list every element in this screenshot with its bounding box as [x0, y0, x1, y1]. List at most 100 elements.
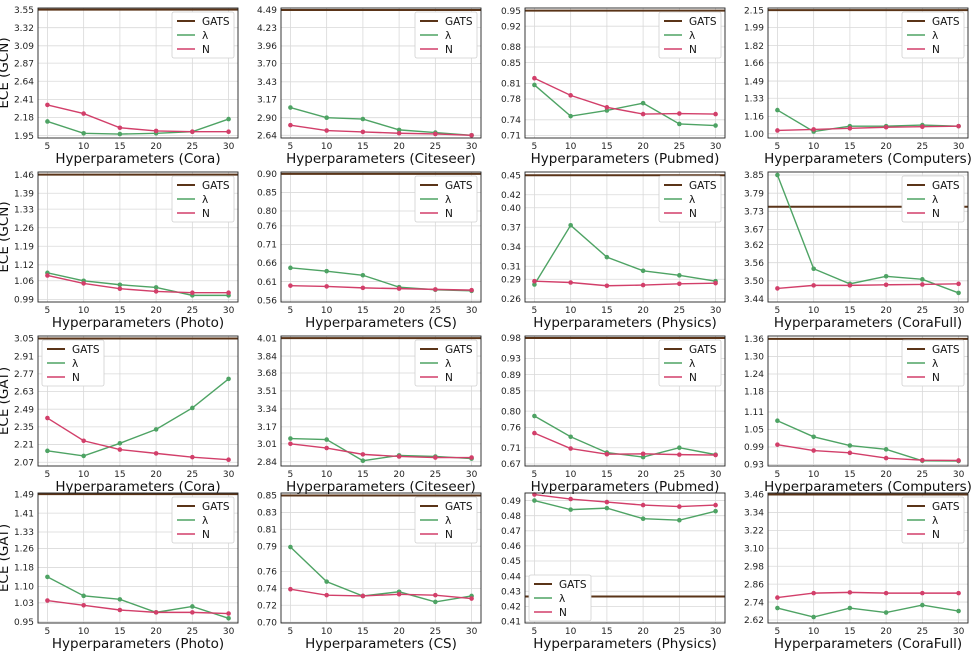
lambda-series-line: [533, 84, 716, 127]
lambda-series-line: [777, 604, 959, 618]
legend-n-label: N: [72, 372, 80, 384]
legend-lambda-label: λ: [202, 515, 208, 527]
n-series-line: [47, 599, 229, 615]
legend-n-label: N: [932, 372, 940, 384]
x-tick-label: 20: [637, 470, 649, 480]
x-tick-label: 20: [150, 627, 162, 637]
n-point: [469, 287, 474, 293]
x-tick-label: 20: [150, 470, 162, 480]
n-point: [604, 105, 610, 110]
n-point: [568, 280, 573, 285]
legend-gats-label: GATS: [932, 344, 960, 356]
legend-lambda-label: λ: [445, 30, 451, 42]
n-point: [324, 128, 329, 133]
x-tick-label: 15: [357, 142, 368, 152]
y-tick-label: 1.05: [744, 426, 764, 436]
plot-frame: [524, 492, 726, 624]
y-tick-label: 2.35: [14, 423, 34, 433]
y-tick-label: 0.99: [744, 443, 764, 453]
y-axis-label: ECE (GCN): [0, 201, 12, 272]
legend-n-label: N: [559, 607, 567, 619]
n-point: [713, 280, 718, 286]
x-tick-label: 15: [601, 470, 612, 480]
x-tick-label: 20: [393, 306, 405, 316]
y-tick-label: 3.34: [257, 405, 277, 415]
plot-frame: [37, 492, 239, 624]
y-tick-label: 0.76: [501, 424, 521, 434]
y-tick-label: 0.93: [744, 461, 764, 471]
x-tick-label: 30: [466, 142, 478, 152]
y-tick-label: 3.50: [744, 277, 764, 287]
n-series-line: [47, 417, 229, 461]
legend: GATS λN: [414, 11, 478, 59]
lambda-point: [775, 107, 780, 113]
x-tick-label: 20: [150, 142, 162, 152]
n-point: [713, 502, 718, 508]
x-axis-label: Hyperparameters (Cora): [55, 479, 220, 495]
n-series-line: [777, 443, 959, 462]
n-point: [117, 607, 123, 613]
x-tick-label: 5: [288, 627, 294, 637]
n-point: [956, 458, 961, 463]
y-tick-label: 0.49: [501, 497, 521, 507]
lambda-point: [847, 443, 853, 448]
legend: GATS λN: [658, 11, 722, 59]
n-point: [604, 499, 610, 505]
panel-11: 0.67 0.71 0.76 0.80 0.85 0.89 0.93 0.98 5 10 15 20 2…: [501, 334, 726, 495]
y-tick-label: 2.64: [14, 77, 34, 87]
x-tick-label: 30: [710, 470, 722, 480]
plot-frame: [280, 492, 482, 624]
y-tick-label: 0.66: [257, 259, 277, 269]
x-tick-label: 15: [114, 306, 125, 316]
x-tick-label: 25: [187, 306, 198, 316]
x-tick-label: 5: [775, 306, 781, 316]
y-tick-label: 1.26: [14, 545, 34, 555]
y-tick-label: 0.78: [501, 95, 521, 105]
n-point: [433, 592, 438, 598]
lambda-point: [677, 121, 682, 127]
legend-gats-label: GATS: [932, 180, 960, 192]
legend-box: [528, 574, 592, 622]
y-tick-label: 3.22: [744, 527, 764, 537]
y-tick-label: 0.71: [501, 444, 521, 454]
y-tick-label: 0.74: [501, 116, 521, 126]
panel-12: 0.93 0.99 1.05 1.11 1.18 1.24 1.30 1.36 5 10 15 20 2…: [744, 335, 972, 495]
legend-lambda-label: λ: [932, 194, 938, 206]
panel-7: 0.26 0.29 0.31 0.34 0.37 0.40 0.42 0.45 5 10 15 20 2…: [501, 171, 726, 331]
n-point: [677, 504, 682, 509]
y-tick-label: 2.87: [14, 59, 34, 69]
x-tick-label: 5: [532, 142, 538, 152]
legend-n-label: N: [689, 44, 697, 56]
x-axis-label: Hyperparameters (CoraFull): [774, 315, 962, 331]
n-point: [190, 129, 195, 134]
n-point: [433, 287, 438, 292]
n-point: [640, 502, 646, 508]
y-tick-label: 1.66: [744, 59, 764, 69]
y-tick-label: 3.34: [744, 509, 764, 519]
legend-box: [414, 11, 478, 59]
legend: GATS λN: [901, 496, 965, 544]
lambda-point: [532, 82, 537, 88]
y-tick-label: 2.18: [14, 114, 34, 124]
x-tick-label: 15: [357, 306, 368, 316]
y-tick-label: 2.84: [257, 458, 277, 468]
lambda-point: [920, 277, 925, 282]
x-tick-label: 30: [953, 627, 965, 637]
x-tick-label: 15: [844, 627, 855, 637]
y-axis-label: ECE (GAT): [0, 367, 12, 435]
x-tick-label: 15: [114, 142, 125, 152]
lambda-point: [640, 454, 646, 460]
n-series-line: [534, 77, 716, 115]
y-tick-label: 4.23: [257, 24, 277, 34]
lambda-point: [677, 517, 682, 523]
x-tick-label: 20: [880, 142, 892, 152]
y-tick-label: 2.90: [257, 114, 277, 124]
n-point: [396, 454, 402, 459]
legend-n-label: N: [445, 44, 453, 56]
legend-gats-label: GATS: [689, 16, 717, 28]
x-axis-label: Hyperparameters (Physics): [533, 315, 717, 331]
y-tick-label: 0.83: [257, 509, 277, 519]
legend-lambda-label: λ: [202, 194, 208, 206]
legend: GATS λN: [901, 11, 965, 59]
n-point: [226, 457, 231, 462]
